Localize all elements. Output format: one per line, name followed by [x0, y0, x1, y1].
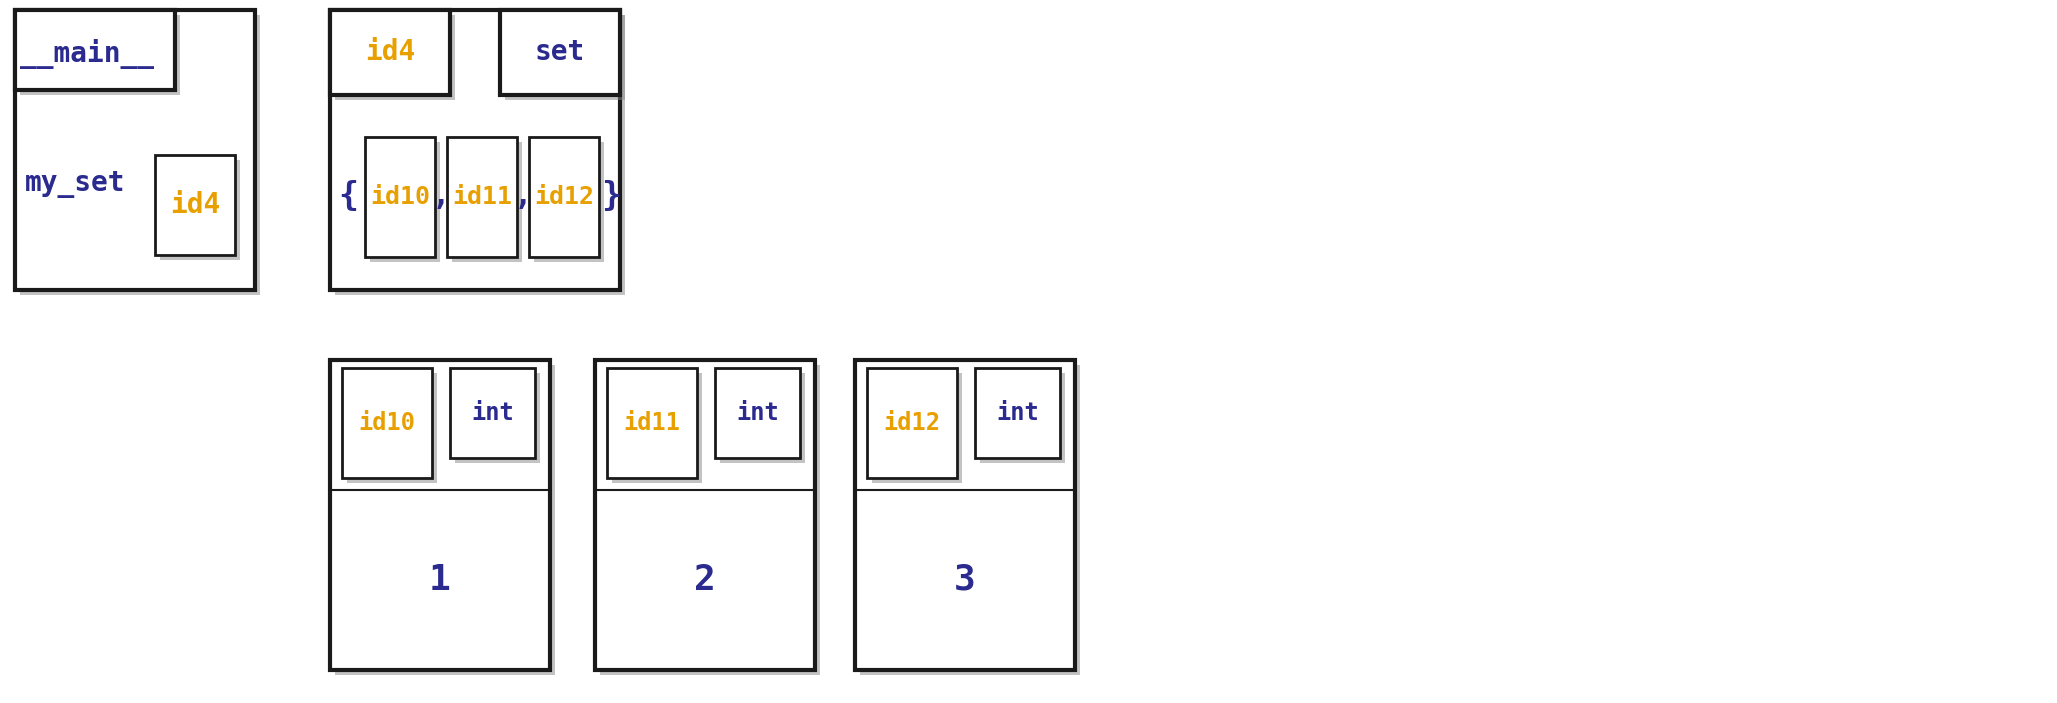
- Bar: [21, 15, 181, 95]
- Text: ,: ,: [432, 182, 450, 211]
- Bar: [329, 360, 549, 670]
- Text: int: int: [996, 401, 1039, 425]
- Bar: [446, 136, 516, 257]
- Text: ,: ,: [514, 182, 533, 211]
- Text: 3: 3: [954, 563, 975, 597]
- Bar: [335, 15, 625, 295]
- Bar: [335, 365, 555, 675]
- Text: id10: id10: [370, 184, 430, 209]
- Bar: [720, 373, 804, 463]
- Bar: [529, 136, 599, 257]
- Bar: [872, 373, 963, 483]
- Text: id11: id11: [623, 411, 681, 435]
- Bar: [979, 373, 1066, 463]
- Text: id12: id12: [885, 411, 940, 435]
- Bar: [14, 10, 255, 290]
- Bar: [370, 141, 440, 262]
- Text: id10: id10: [358, 411, 416, 435]
- Bar: [613, 373, 701, 483]
- Bar: [154, 155, 234, 255]
- Bar: [860, 365, 1080, 675]
- Text: int: int: [736, 401, 780, 425]
- Bar: [348, 373, 436, 483]
- Text: int: int: [471, 401, 514, 425]
- Text: my_set: my_set: [25, 169, 125, 198]
- Text: 2: 2: [693, 563, 716, 597]
- Bar: [856, 360, 1076, 670]
- Bar: [455, 373, 541, 463]
- Text: }: }: [601, 180, 621, 213]
- Bar: [335, 15, 455, 100]
- Bar: [975, 368, 1059, 458]
- Bar: [341, 368, 432, 478]
- Bar: [500, 10, 619, 95]
- Bar: [607, 368, 697, 478]
- Text: id11: id11: [453, 184, 512, 209]
- Bar: [594, 360, 815, 670]
- Text: __main__: __main__: [21, 39, 154, 69]
- Bar: [601, 365, 821, 675]
- Text: set: set: [535, 39, 584, 67]
- Bar: [450, 368, 535, 458]
- Bar: [329, 10, 450, 95]
- Bar: [866, 368, 957, 478]
- Text: id4: id4: [364, 39, 416, 67]
- Bar: [716, 368, 800, 458]
- Text: id4: id4: [171, 191, 220, 219]
- Bar: [14, 10, 175, 90]
- Text: 1: 1: [430, 563, 450, 597]
- Bar: [506, 15, 625, 100]
- Bar: [364, 136, 434, 257]
- Text: {: {: [337, 180, 358, 213]
- Text: id12: id12: [535, 184, 594, 209]
- Bar: [21, 15, 259, 295]
- Bar: [329, 10, 619, 290]
- Bar: [453, 141, 522, 262]
- Bar: [535, 141, 605, 262]
- Bar: [160, 160, 241, 260]
